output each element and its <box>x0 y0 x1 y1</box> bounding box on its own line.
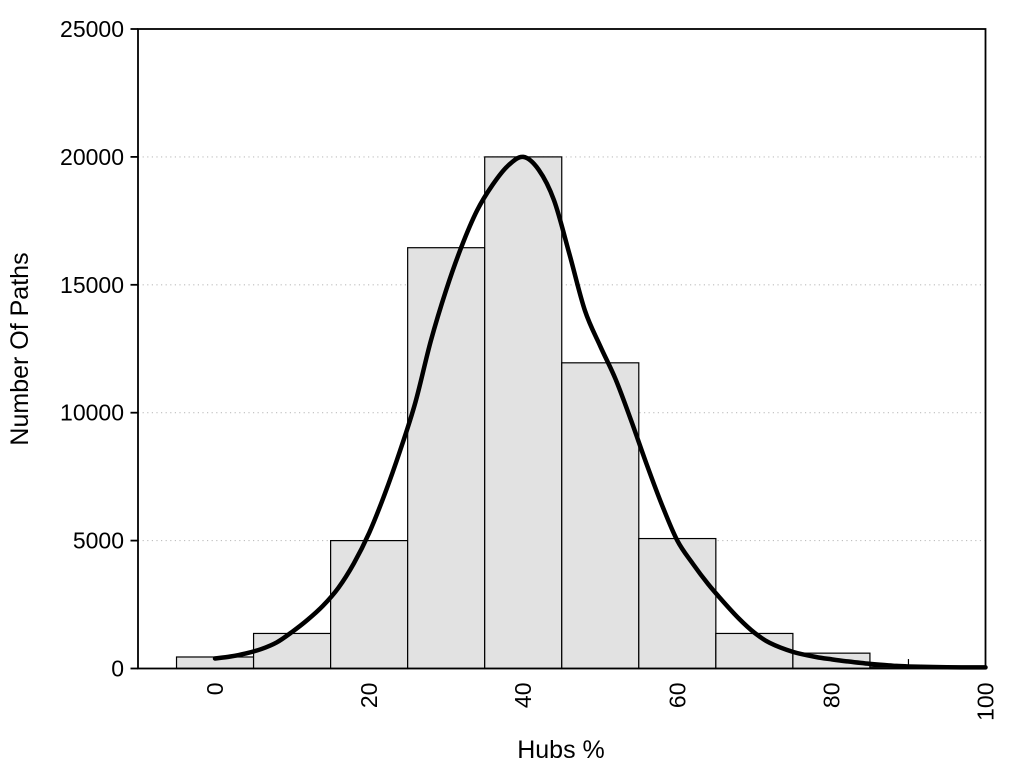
y-tick-label: 15000 <box>60 272 124 298</box>
curve-layer <box>212 154 988 670</box>
density-curve <box>212 154 988 670</box>
x-tick-label: 60 <box>664 683 690 709</box>
x-tick-label: 40 <box>510 683 536 709</box>
ticks-layer: 0 5000 10000 15000 20000 25000 0 20 40 60 80 100 <box>60 16 998 721</box>
y-tick-label: 10000 <box>60 400 124 426</box>
x-tick-label: 80 <box>818 683 844 709</box>
histogram-bar <box>715 632 794 670</box>
bars-layer <box>175 156 948 670</box>
histogram-bar <box>252 632 332 670</box>
x-tick-label: 20 <box>356 683 382 709</box>
y-tick-label: 20000 <box>60 144 124 170</box>
x-axis-title: Hubs % <box>517 736 605 764</box>
x-tick-label: 0 <box>202 683 228 696</box>
y-tick-label: 0 <box>111 656 124 682</box>
histogram-bar <box>330 539 409 670</box>
histogram-bar <box>484 156 563 670</box>
plot-border <box>137 28 987 670</box>
frame-layer <box>137 28 987 670</box>
histogram-bar <box>407 247 486 670</box>
y-axis-title: Number Of Paths <box>6 252 34 445</box>
histogram-bar <box>638 537 717 670</box>
y-tick-label: 5000 <box>73 528 124 554</box>
y-tick-label: 25000 <box>60 16 124 42</box>
x-tick-label: 100 <box>973 683 999 721</box>
